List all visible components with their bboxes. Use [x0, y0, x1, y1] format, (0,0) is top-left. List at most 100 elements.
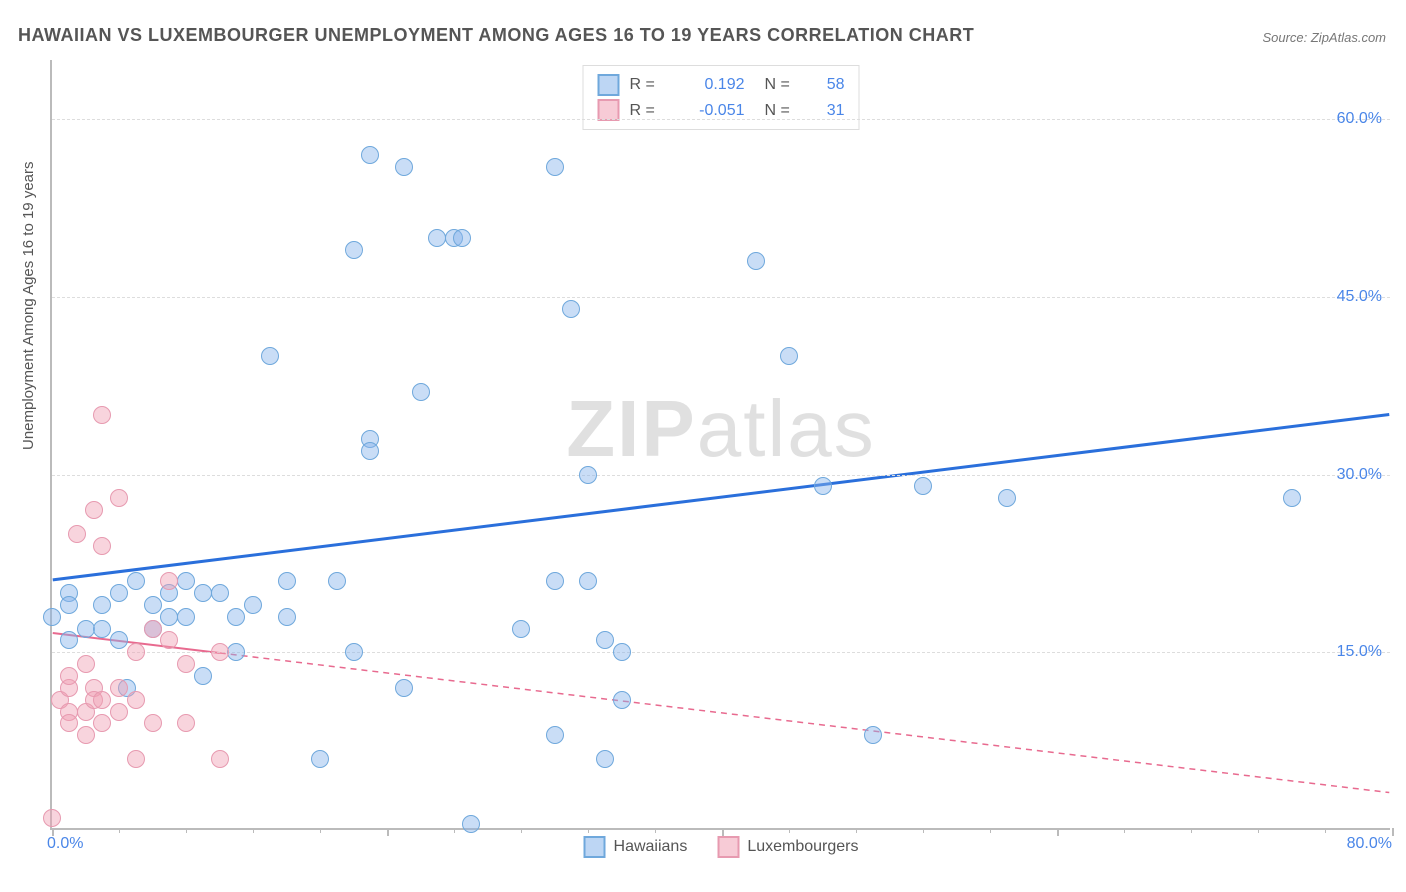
x-minor-tick	[454, 828, 455, 833]
x-minor-tick	[320, 828, 321, 833]
data-point-a	[613, 691, 631, 709]
data-point-a	[613, 643, 631, 661]
data-point-a	[110, 584, 128, 602]
data-point-a	[914, 477, 932, 495]
data-point-b	[60, 714, 78, 732]
data-point-a	[1283, 489, 1301, 507]
swatch-luxembourgers	[598, 99, 620, 121]
data-point-a	[127, 572, 145, 590]
data-point-a	[244, 596, 262, 614]
data-point-b	[127, 750, 145, 768]
data-point-a	[462, 815, 480, 833]
x-minor-tick	[990, 828, 991, 833]
x-tick-label: 0.0%	[47, 835, 83, 853]
data-point-a	[747, 252, 765, 270]
data-point-a	[412, 383, 430, 401]
data-point-a	[311, 750, 329, 768]
data-point-b	[177, 714, 195, 732]
series-label-b: Luxembourgers	[747, 838, 858, 856]
source-attribution: Source: ZipAtlas.com	[1262, 30, 1386, 45]
x-minor-tick	[588, 828, 589, 833]
data-point-a	[110, 631, 128, 649]
data-point-a	[512, 620, 530, 638]
y-tick-label: 15.0%	[1337, 643, 1382, 661]
data-point-a	[194, 584, 212, 602]
y-tick-label: 60.0%	[1337, 110, 1382, 128]
data-point-a	[345, 643, 363, 661]
correlation-legend: R = 0.192 N = 58 R = -0.051 N = 31	[583, 65, 860, 130]
data-point-b	[110, 703, 128, 721]
data-point-a	[814, 477, 832, 495]
data-point-b	[144, 714, 162, 732]
y-tick-label: 45.0%	[1337, 288, 1382, 306]
data-point-a	[93, 620, 111, 638]
x-minor-tick	[119, 828, 120, 833]
data-point-a	[579, 572, 597, 590]
x-minor-tick	[655, 828, 656, 833]
data-point-b	[127, 643, 145, 661]
data-point-b	[110, 489, 128, 507]
r-value-a: 0.192	[675, 72, 745, 98]
data-point-a	[278, 608, 296, 626]
data-point-b	[77, 726, 95, 744]
data-point-b	[60, 667, 78, 685]
n-value-a: 58	[810, 72, 845, 98]
data-point-a	[579, 466, 597, 484]
legend-item-luxembourgers: Luxembourgers	[717, 836, 858, 858]
plot-area: ZIPatlas R = 0.192 N = 58 R = -0.051 N =…	[50, 60, 1390, 830]
data-point-a	[60, 596, 78, 614]
data-point-a	[77, 620, 95, 638]
x-major-tick	[1392, 828, 1394, 836]
data-point-a	[596, 750, 614, 768]
data-point-a	[261, 347, 279, 365]
data-point-a	[328, 572, 346, 590]
gridline-h	[52, 652, 1390, 653]
data-point-a	[345, 241, 363, 259]
data-point-b	[127, 691, 145, 709]
data-point-b	[93, 691, 111, 709]
data-point-a	[194, 667, 212, 685]
swatch-hawaiians-bottom	[584, 836, 606, 858]
gridline-h	[52, 297, 1390, 298]
y-axis-label: Unemployment Among Ages 16 to 19 years	[20, 161, 37, 450]
data-point-a	[227, 608, 245, 626]
x-minor-tick	[923, 828, 924, 833]
legend-row-hawaiians: R = 0.192 N = 58	[598, 72, 845, 98]
data-point-b	[93, 537, 111, 555]
data-point-a	[546, 572, 564, 590]
x-minor-tick	[521, 828, 522, 833]
watermark: ZIPatlas	[566, 383, 875, 475]
data-point-a	[596, 631, 614, 649]
r-label-a: R =	[630, 72, 665, 98]
data-point-b	[144, 620, 162, 638]
series-label-a: Hawaiians	[614, 838, 688, 856]
data-point-b	[110, 679, 128, 697]
x-minor-tick	[789, 828, 790, 833]
data-point-b	[93, 406, 111, 424]
data-point-a	[562, 300, 580, 318]
x-minor-tick	[186, 828, 187, 833]
trend-lines	[52, 60, 1390, 828]
data-point-a	[780, 347, 798, 365]
data-point-b	[211, 750, 229, 768]
x-minor-tick	[856, 828, 857, 833]
data-point-a	[998, 489, 1016, 507]
data-point-b	[160, 631, 178, 649]
data-point-a	[60, 631, 78, 649]
x-tick-label: 80.0%	[1347, 835, 1392, 853]
data-point-a	[864, 726, 882, 744]
data-point-a	[395, 679, 413, 697]
data-point-a	[546, 158, 564, 176]
chart-title: HAWAIIAN VS LUXEMBOURGER UNEMPLOYMENT AM…	[18, 25, 974, 46]
x-minor-tick	[1325, 828, 1326, 833]
data-point-a	[144, 596, 162, 614]
data-point-a	[278, 572, 296, 590]
data-point-b	[43, 809, 61, 827]
data-point-a	[211, 584, 229, 602]
x-minor-tick	[1191, 828, 1192, 833]
gridline-h	[52, 119, 1390, 120]
data-point-b	[85, 501, 103, 519]
data-point-a	[428, 229, 446, 247]
data-point-a	[395, 158, 413, 176]
legend-item-hawaiians: Hawaiians	[584, 836, 688, 858]
